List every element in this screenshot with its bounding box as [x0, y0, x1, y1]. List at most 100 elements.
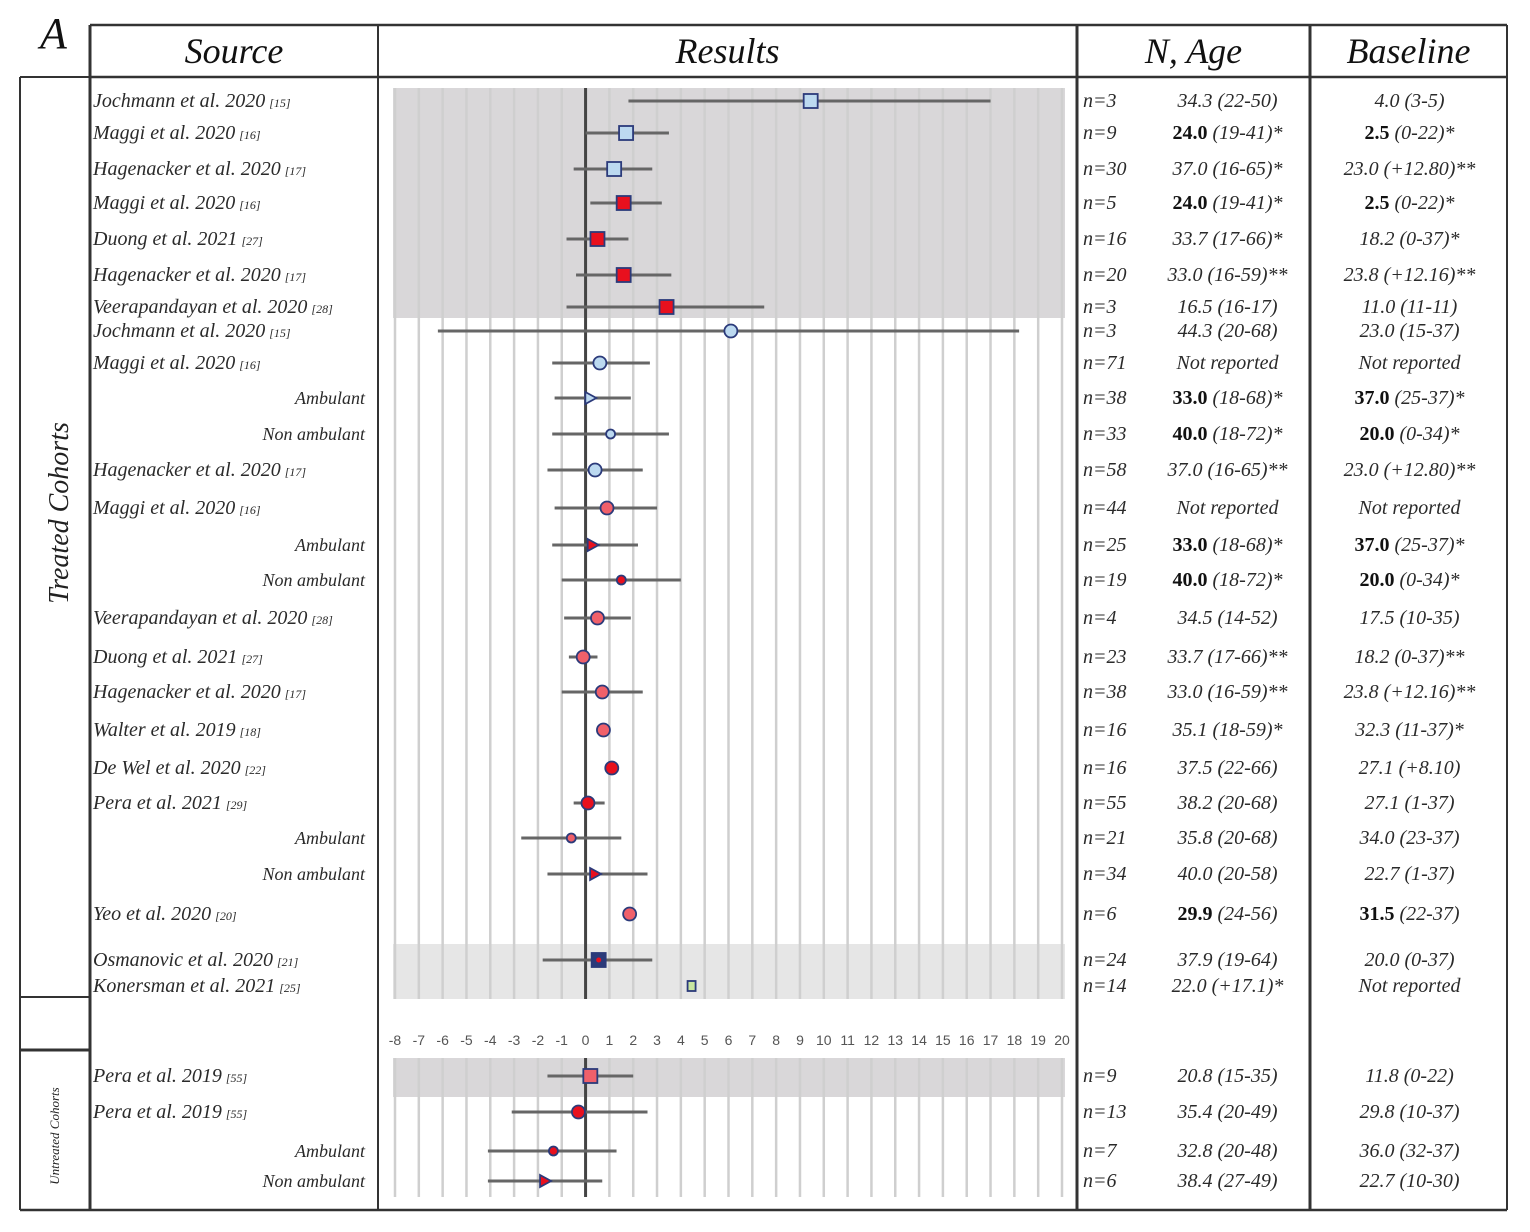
baseline-text: Not reported — [1358, 352, 1461, 374]
study-name: Osmanovic et al. 2020 — [93, 949, 273, 971]
square-marker — [658, 299, 675, 315]
header-baseline: Baseline — [1346, 31, 1471, 71]
x-tick-label: -2 — [532, 1032, 545, 1048]
study-name: Hagenacker et al. 2020 — [93, 459, 281, 481]
circle-marker — [590, 610, 605, 626]
age-bold: 40.0 — [1172, 423, 1208, 445]
baseline-text: 23.8 (+12.16)** — [1343, 264, 1476, 286]
n-value: n=21 — [1083, 827, 1127, 849]
age-value: Not reported — [1130, 351, 1325, 375]
study-name: Yeo et al. 2020 — [93, 903, 212, 925]
source-label: Ambulant — [295, 1139, 365, 1163]
baseline-value: 34.0 (23-37) — [1312, 826, 1507, 850]
age-text: (19-41)* — [1207, 192, 1283, 214]
x-tick-label: -8 — [389, 1032, 402, 1048]
age-value: 38.4 (27-49) — [1130, 1169, 1325, 1193]
square-marker — [618, 125, 634, 141]
baseline-value: 29.8 (10-37) — [1312, 1100, 1507, 1124]
baseline-value: 23.8 (+12.16)** — [1312, 680, 1507, 704]
age-text: 33.0 (16-59)** — [1167, 681, 1288, 703]
source-label: Non ambulant — [262, 422, 365, 446]
baseline-value: 17.5 (10-35) — [1312, 606, 1507, 630]
n-value: n=16 — [1083, 757, 1127, 779]
baseline-text: 23.0 (+12.80)** — [1343, 459, 1476, 481]
triangle-marker — [584, 390, 599, 406]
baseline-value: 18.2 (0-37)* — [1312, 227, 1507, 251]
age-bold: 33.0 — [1172, 534, 1208, 556]
age-value: 35.4 (20-49) — [1130, 1100, 1325, 1124]
age-text: Not reported — [1176, 497, 1279, 519]
x-tick-label: -3 — [508, 1032, 521, 1048]
baseline-value: 23.8 (+12.16)** — [1312, 263, 1507, 287]
study-name: Non ambulant — [262, 864, 365, 884]
header-results: Results — [675, 31, 780, 71]
circle-marker — [565, 832, 577, 844]
baseline-text: 36.0 (32-37) — [1359, 1140, 1460, 1162]
source-label: Non ambulant — [262, 568, 365, 592]
baseline-text: (0-22)* — [1389, 192, 1455, 214]
reference-number: [16] — [239, 358, 261, 372]
reference-number: [28] — [311, 302, 333, 316]
x-tick-label: 20 — [1054, 1032, 1070, 1048]
baseline-value: 11.0 (11-11) — [1312, 295, 1507, 319]
age-value: 37.5 (22-66) — [1130, 756, 1325, 780]
baseline-text: 27.1 (1-37) — [1364, 792, 1455, 814]
baseline-text: 29.8 (10-37) — [1359, 1101, 1460, 1123]
n-value: n=20 — [1083, 264, 1127, 286]
x-tick-label: 19 — [1030, 1032, 1046, 1048]
n-value: n=58 — [1083, 459, 1127, 481]
age-value: 16.5 (16-17) — [1130, 295, 1325, 319]
source-label: Jochmann et al. 2020 [15] — [93, 319, 291, 345]
x-tick-label: -4 — [484, 1032, 497, 1048]
age-value: 20.8 (15-35) — [1130, 1064, 1325, 1088]
source-label: Veerapandayan et al. 2020 [28] — [93, 606, 333, 632]
x-tick-label: 0 — [582, 1032, 590, 1048]
baseline-text: 11.0 (11-11) — [1361, 296, 1458, 318]
baseline-text: (0-22)* — [1389, 122, 1455, 144]
n-value: n=24 — [1083, 949, 1127, 971]
age-bold: 29.9 — [1177, 903, 1213, 925]
baseline-value: 20.0 (0-34)* — [1312, 568, 1507, 592]
reference-number: [21] — [276, 955, 299, 969]
study-name: Konersman et al. 2021 — [93, 975, 276, 997]
n-value: n=34 — [1083, 863, 1127, 885]
x-tick-label: 12 — [864, 1032, 880, 1048]
x-tick-label: 2 — [629, 1032, 637, 1048]
baseline-text: 22.7 (10-30) — [1359, 1170, 1460, 1192]
x-tick-label: 13 — [887, 1032, 903, 1048]
baseline-text: 4.0 (3-5) — [1374, 90, 1445, 112]
baseline-bold: 37.0 — [1354, 387, 1390, 409]
baseline-value: 37.0 (25-37)* — [1312, 533, 1507, 557]
study-name: Veerapandayan et al. 2020 — [93, 607, 308, 629]
baseline-text: (0-34)* — [1394, 423, 1460, 445]
n-value: n=14 — [1083, 975, 1127, 997]
baseline-value: 27.1 (+8.10) — [1312, 756, 1507, 780]
age-text: 22.0 (+17.1)* — [1171, 975, 1284, 997]
age-value: 29.9 (24-56) — [1130, 902, 1325, 926]
square-marker — [589, 231, 606, 247]
x-tick-label: 7 — [748, 1032, 756, 1048]
baseline-bold: 2.5 — [1364, 122, 1390, 144]
age-value: 33.0 (18-68)* — [1130, 533, 1325, 557]
study-name: Hagenacker et al. 2020 — [93, 158, 281, 180]
n-value: n=33 — [1083, 423, 1127, 445]
age-value: 35.8 (20-68) — [1130, 826, 1325, 850]
n-value: n=16 — [1083, 228, 1127, 250]
x-tick-label: 10 — [816, 1032, 832, 1048]
age-text: 37.0 (16-65)* — [1172, 158, 1283, 180]
baseline-value: 11.8 (0-22) — [1312, 1064, 1507, 1088]
circle-marker — [605, 428, 616, 440]
age-text: (24-56) — [1212, 903, 1278, 925]
reference-number: [18] — [239, 725, 261, 739]
reference-number: [29] — [225, 798, 248, 812]
x-tick-label: -6 — [436, 1032, 449, 1048]
baseline-text: 27.1 (+8.10) — [1358, 757, 1461, 779]
baseline-text: 34.0 (23-37) — [1359, 827, 1460, 849]
x-tick-label: 3 — [653, 1032, 661, 1048]
header-n-age: N, Age — [1144, 31, 1243, 71]
source-label: Veerapandayan et al. 2020 [28] — [93, 295, 333, 321]
x-tick-label: -7 — [413, 1032, 426, 1048]
reference-number: [25] — [279, 981, 301, 995]
study-name: Hagenacker et al. 2020 — [93, 264, 281, 286]
